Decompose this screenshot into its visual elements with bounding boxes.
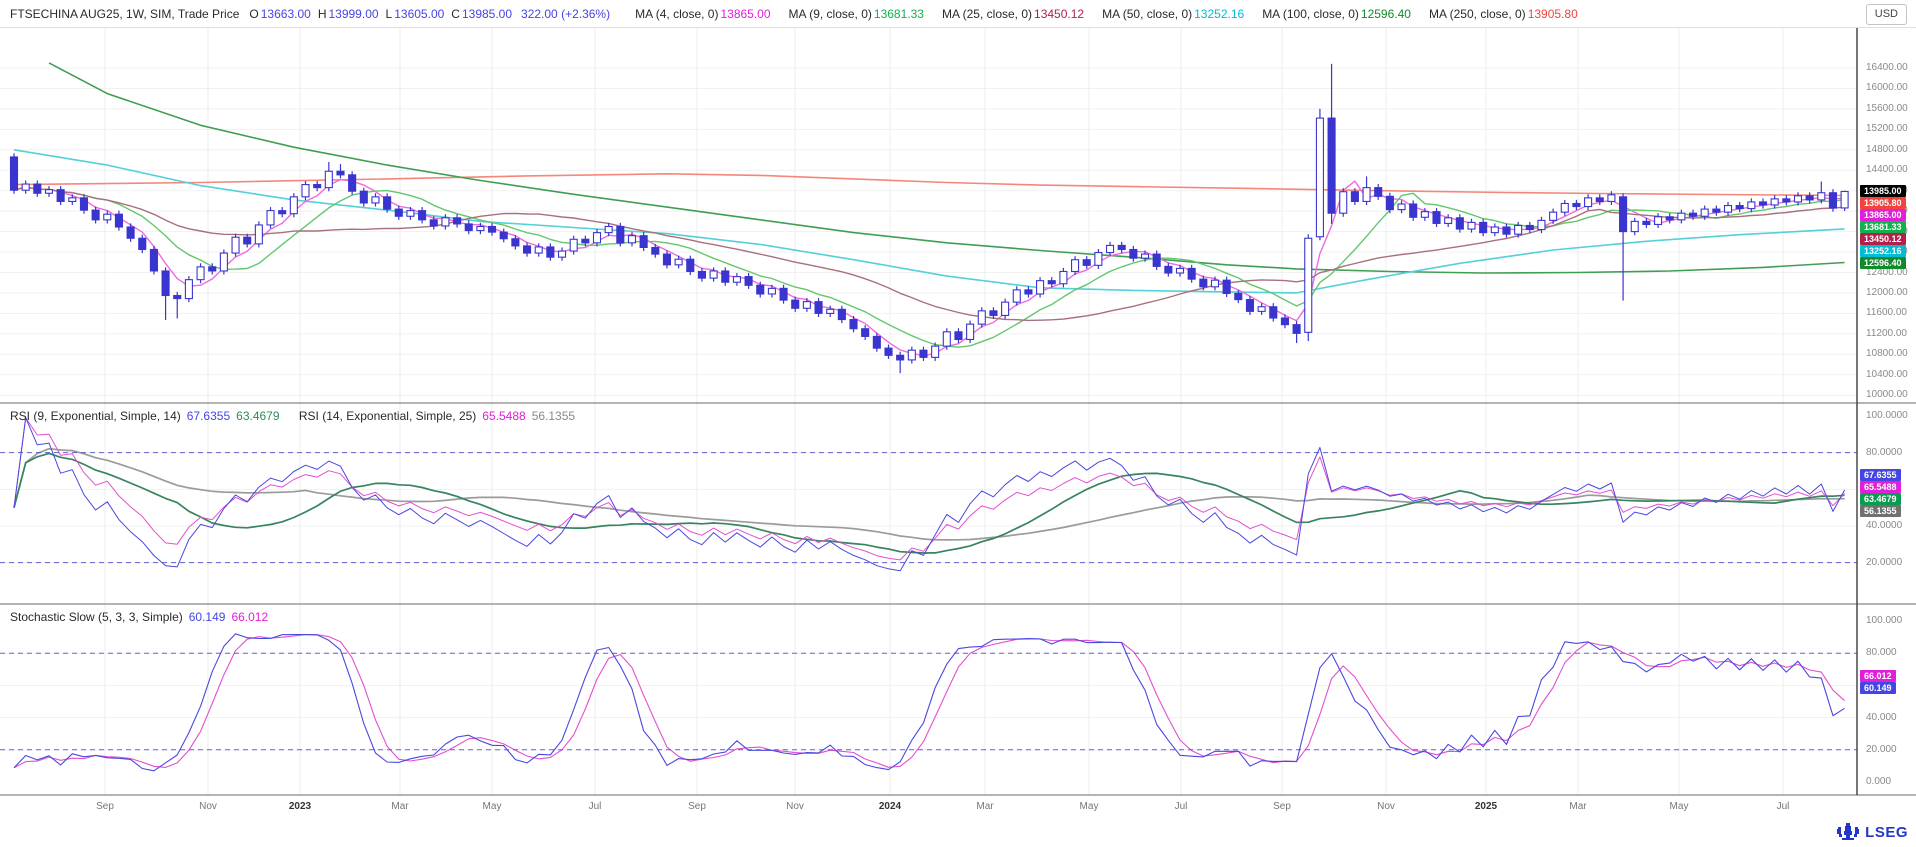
axis-price-badge: 13252.16 — [1860, 245, 1906, 258]
price-tick: 15200.00 — [1866, 123, 1908, 135]
price-tick: 11600.00 — [1866, 307, 1907, 319]
rsi-tick: 80.0000 — [1866, 446, 1903, 458]
stoch-tick: 40.000 — [1866, 711, 1897, 723]
ma-legend-item: MA (50, close, 0) 13252.16 — [1102, 6, 1245, 21]
lseg-logo: LSEG — [1836, 822, 1908, 842]
time-tick: May — [1669, 801, 1689, 812]
time-tick: Nov — [786, 801, 804, 812]
time-tick: 2023 — [288, 801, 312, 812]
instrument-title: FTSECHINA AUG25, 1W, SIM, Trade Price — [10, 6, 240, 21]
axis-price-badge: 65.5488 — [1860, 481, 1901, 494]
time-tick: Jul — [1776, 801, 1790, 812]
axis-price-badge: 63.4679 — [1860, 493, 1901, 506]
time-tick: Jul — [1174, 801, 1188, 812]
time-tick: May — [482, 801, 502, 812]
time-tick: May — [1079, 801, 1099, 812]
ma-legend-item: MA (25, close, 0) 13450.12 — [941, 6, 1085, 21]
axis-price-badge: 13985.00 — [1860, 185, 1906, 198]
lseg-crest-icon — [1837, 823, 1860, 840]
price-tick: 10400.00 — [1866, 368, 1908, 380]
ma-legend-item: MA (4, close, 0) 13865.00 — [635, 6, 771, 21]
indicator-value: 66.012 — [231, 610, 269, 624]
price-tick: 15600.00 — [1866, 102, 1908, 114]
indicator-value: 63.4679 — [236, 409, 280, 423]
indicator-value: 67.6355 — [186, 409, 231, 423]
price-tick: 10000.00 — [1866, 389, 1908, 401]
ma-legend-item: MA (250, close, 0) 13905.80 — [1428, 6, 1578, 21]
time-tick: Mar — [391, 801, 409, 812]
axis-price-badge: 60.149 — [1860, 681, 1896, 694]
lseg-logo-text: LSEG — [1865, 823, 1908, 841]
time-tick: 2024 — [878, 801, 902, 812]
stoch-title: Stochastic Slow (5, 3, 3, Simple) — [10, 610, 183, 624]
axis-price-badge: 66.012 — [1860, 669, 1896, 682]
price-tick: 12000.00 — [1866, 286, 1908, 298]
time-tick: Mar — [976, 801, 994, 812]
time-tick: Sep — [688, 801, 706, 812]
rsi-tick: 100.0000 — [1866, 410, 1908, 421]
price-tick: 11200.00 — [1866, 327, 1907, 339]
axis-price-badge: 13450.12 — [1860, 233, 1906, 246]
ohlc-l: L 13605.00 — [385, 6, 445, 21]
ma-legend-item: MA (9, close, 0) 13681.33 — [788, 6, 924, 21]
axis-price-badge: 13681.33 — [1860, 221, 1906, 234]
axis-price-badge: 13865.00 — [1860, 209, 1906, 222]
price-tick: 10800.00 — [1866, 348, 1908, 360]
rsi-title: RSI (9, Exponential, Simple, 14) — [10, 409, 181, 423]
rsi-tick: 40.0000 — [1866, 519, 1903, 531]
ma-legend-item: MA (100, close, 0) 12596.40 — [1262, 6, 1411, 21]
rsi-tick: 20.0000 — [1866, 556, 1903, 568]
stoch-panel-header: Stochastic Slow (5, 3, 3, Simple) 60.149 6… — [10, 610, 268, 624]
price-tick: 14400.00 — [1866, 164, 1908, 176]
ohlc-h: H 13999.00 — [317, 6, 379, 21]
axis-price-badge: 13905.80 — [1860, 197, 1906, 210]
time-tick: 2025 — [1474, 801, 1498, 812]
time-tick: Nov — [1377, 801, 1395, 812]
ohlc-c: C 13985.00 — [451, 6, 513, 21]
ma-legend: MA (4, close, 0) 13865.00 MA (9, close, 0)… — [617, 7, 1578, 21]
axis-price-badge: 67.6355 — [1860, 469, 1901, 482]
ohlc-values: O 13663.00 H 13999.00 L 13605.00 C 13985.00 — [249, 7, 519, 21]
indicator-value: 60.149 — [188, 610, 226, 624]
ohlc-o: O 13663.00 — [249, 6, 311, 21]
price-tick: 14800.00 — [1866, 143, 1908, 155]
time-tick: Sep — [1273, 801, 1291, 812]
stoch-tick: 100.000 — [1866, 615, 1903, 626]
axis-price-badge: 56.1355 — [1860, 505, 1901, 518]
price-tick: 16000.00 — [1866, 82, 1908, 94]
time-tick: Mar — [1569, 801, 1587, 812]
stoch-tick: 0.000 — [1866, 776, 1892, 787]
stoch-tick: 80.000 — [1866, 647, 1897, 659]
price-tick: 12400.00 — [1866, 266, 1908, 278]
rsi-panel-header: RSI (9, Exponential, Simple, 14) 67.6355 6… — [10, 409, 575, 423]
time-tick: Nov — [199, 801, 217, 812]
time-tick: Jul — [588, 801, 602, 812]
price-tick: 16400.00 — [1866, 62, 1908, 73]
stoch-tick: 20.000 — [1866, 743, 1897, 755]
axis-price-badge: 12596.40 — [1860, 257, 1906, 270]
time-tick: Sep — [96, 801, 114, 812]
currency-button[interactable]: USD — [1865, 4, 1907, 25]
rsi-title-2: RSI (14, Exponential, Simple, 25) — [298, 409, 477, 423]
indicator-value: 65.5488 — [482, 409, 526, 423]
indicator-value: 56.1355 — [531, 409, 576, 423]
price-change: 322.00 (+2.36%) — [521, 6, 611, 21]
